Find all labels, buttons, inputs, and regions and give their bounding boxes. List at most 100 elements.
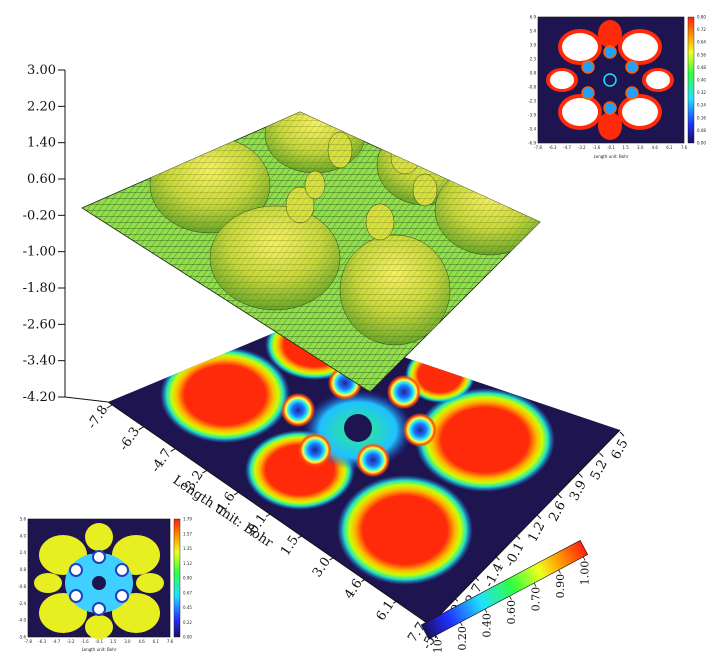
x-tick-label: 3.0 <box>310 555 334 581</box>
z-tick-label: 2.20 <box>27 99 56 114</box>
inset-colorbar-label: 0.67 <box>183 590 192 595</box>
z-axis: 3.00 2.20 1.40 0.60 -0.20 -1.00 -1.80 -2.60 -3.4… <box>23 63 109 405</box>
colorbar-tick-mark <box>484 608 488 613</box>
inset-ring <box>603 101 617 115</box>
y-tick-label: 6.5 <box>609 437 632 462</box>
inset-y-tick: -2.3 <box>528 99 536 104</box>
x-tick-mark <box>329 556 335 561</box>
inset-colorbar-label: 0.16 <box>697 115 706 120</box>
inset-lobe <box>85 615 113 639</box>
contour-map <box>107 322 621 626</box>
inset-colorbar <box>687 16 695 144</box>
map-lobe <box>160 347 290 443</box>
inset-ring <box>603 45 617 59</box>
colorbar-tick-label: 0.60 <box>505 600 518 625</box>
inset-top-right: 0.80 0.72 0.64 0.56 0.48 0.40 0.32 0.24 0.16 0.08… <box>528 15 706 160</box>
inset-y-tick: 4.0 <box>20 533 27 538</box>
inset-lobe-inner <box>622 33 658 61</box>
inset-y-tick: -5.4 <box>528 127 536 132</box>
inset-x-tick: 3.0 <box>124 639 131 644</box>
inset-xlabel: Length unit: Bohr <box>82 647 117 652</box>
z-tick-label: 1.40 <box>27 136 56 151</box>
colorbar-tick-mark <box>435 635 439 640</box>
x-tick-mark <box>138 426 145 431</box>
inset-y-tick: -4.0 <box>18 618 26 623</box>
map-ring <box>356 443 390 477</box>
inset-x-tick: 7.6 <box>167 639 174 644</box>
inset-x-tick: -1.6 <box>592 145 600 150</box>
inset-x-tick: -0.1 <box>607 145 615 150</box>
x-tick-label: 4.6 <box>342 576 366 602</box>
surface-plot <box>81 111 541 393</box>
inset-ring <box>69 589 83 603</box>
colorbar-tick-label: 0.10 <box>431 639 444 652</box>
inset-x-tick: -3.2 <box>578 145 586 150</box>
inset-colorbar-label: 0.48 <box>697 65 706 70</box>
inset-y-tick: 5.4 <box>530 29 537 34</box>
inset-y-tick: -2.4 <box>18 601 26 606</box>
x-tick-mark <box>265 513 272 517</box>
x-tick-mark <box>106 404 113 409</box>
inset-xlabel: Length unit: Bohr <box>594 154 629 159</box>
colorbar-tick-label: 0.70 <box>530 587 543 612</box>
inset-x-tick: -7.8 <box>534 145 542 150</box>
inset-colorbar-label: 0.72 <box>697 27 706 32</box>
x-tick-mark <box>202 469 208 474</box>
inset-hole <box>92 576 106 590</box>
map-ring <box>281 393 315 427</box>
inset-colorbar-label: 0.22 <box>183 620 192 625</box>
inset-y-tick: 2.3 <box>530 57 537 62</box>
map-lobe <box>337 475 473 585</box>
inset-x-tick: -6.3 <box>549 145 557 150</box>
y-tick-mark <box>536 514 542 520</box>
inset-hole <box>603 73 617 87</box>
y-tick-mark <box>578 472 583 478</box>
inset-ring <box>625 86 639 100</box>
inset-y-tick: -6.9 <box>528 141 536 146</box>
y-tick-mark <box>494 555 500 561</box>
inset-lobe <box>85 523 113 551</box>
inset-colorbar-label: 0.00 <box>697 141 706 146</box>
inset-lobe <box>598 112 622 140</box>
inset-colorbar-label: 0.80 <box>697 15 706 20</box>
y-tick-label: 3.9 <box>567 478 590 503</box>
x-tick-label: 1.5 <box>278 533 302 559</box>
y-tick-label: 5.2 <box>588 458 611 483</box>
inset-colorbar-label: 1.57 <box>183 531 192 536</box>
colorbar-tick-mark <box>582 556 586 561</box>
inset-colorbar-label: 0.32 <box>697 90 706 95</box>
inset-ring <box>115 563 129 577</box>
map-ring <box>298 433 332 467</box>
inset-x-tick: 7.6 <box>681 145 688 150</box>
inset-colorbar-label: 0.24 <box>697 103 706 108</box>
colorbar-tick-label: 1.00 <box>579 561 592 586</box>
inset-bottom-left: 1.79 1.57 1.35 1.12 0.90 0.67 0.45 0.22 0.00 -7.… <box>18 517 192 652</box>
z-tick-label: 0.60 <box>27 172 56 187</box>
inset-colorbar-label: 0.64 <box>697 40 706 45</box>
inset-x-tick: 1.5 <box>622 145 629 150</box>
inset-ring <box>92 602 106 616</box>
inset-x-tick: -6.3 <box>38 639 46 644</box>
inset-lobe-inner <box>646 71 670 89</box>
inset-ring <box>69 563 83 577</box>
inset-x-tick: 4.6 <box>652 145 659 150</box>
inset-ring <box>92 550 106 564</box>
map-ring <box>403 413 437 447</box>
inset-x-tick: -4.7 <box>52 639 60 644</box>
x-tick-mark <box>361 578 367 583</box>
inset-y-tick: 6.9 <box>530 15 537 20</box>
inset-y-tick: -0.8 <box>528 85 536 90</box>
inset-x-tick: 6.1 <box>666 145 673 150</box>
y-tick-mark <box>619 431 625 437</box>
z-tick-label: -4.20 <box>23 390 56 405</box>
colorbar-tick-mark <box>509 595 512 600</box>
map-hole <box>344 414 372 442</box>
inset-colorbar-label: 0.00 <box>183 635 192 640</box>
inset-colorbar <box>173 518 181 638</box>
z-tick-label: -3.40 <box>23 354 56 369</box>
inset-colorbar-label: 1.35 <box>183 546 192 551</box>
surface-mesh <box>82 112 540 392</box>
inset-x-tick: -1.6 <box>81 639 89 644</box>
colorbar-gradient <box>420 540 589 640</box>
inset-x-tick: 1.5 <box>110 639 117 644</box>
